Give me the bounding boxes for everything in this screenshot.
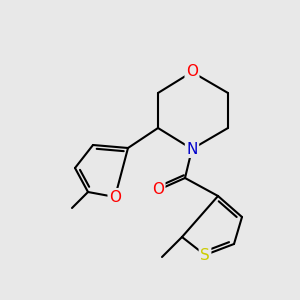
Text: O: O: [152, 182, 164, 197]
Text: N: N: [186, 142, 198, 157]
Text: O: O: [109, 190, 121, 205]
Text: S: S: [200, 248, 210, 262]
Text: O: O: [186, 64, 198, 80]
